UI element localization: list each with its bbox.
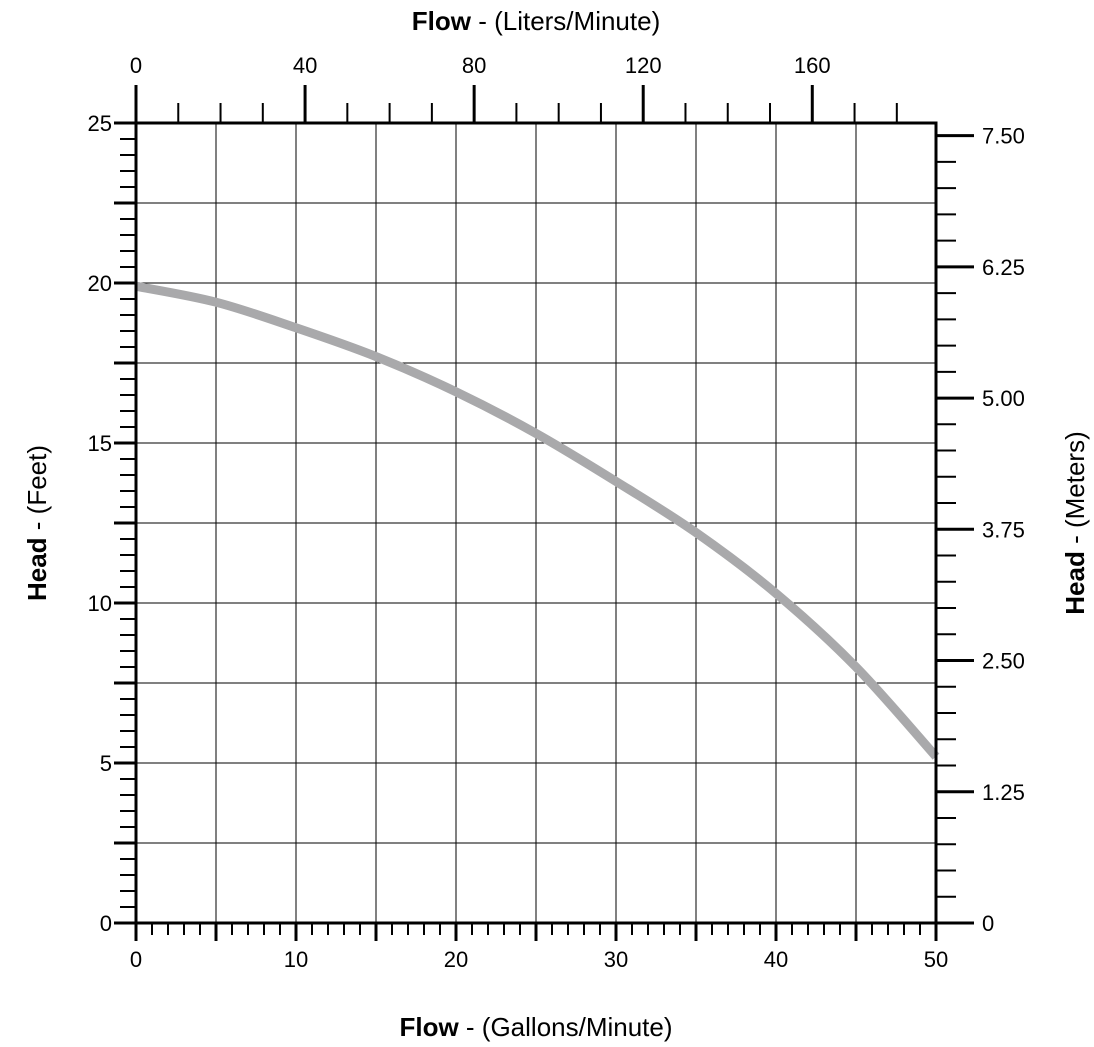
y-tick-label: 20 [88, 271, 112, 296]
x-tick-label: 0 [130, 947, 142, 972]
x-tick-label: 50 [924, 947, 948, 972]
grid-lines [136, 123, 936, 923]
series-layer [135, 281, 940, 760]
x-tick-label: 10 [284, 947, 308, 972]
y2-tick-label: 5.00 [982, 386, 1025, 411]
y-tick-label: 15 [88, 431, 112, 456]
x-tick-label: 30 [604, 947, 628, 972]
x-axis-title: Flow - (Gallons/Minute) [399, 1012, 672, 1042]
series-line [135, 281, 940, 760]
y-tick-label: 5 [100, 751, 112, 776]
x2-tick-label: 40 [293, 53, 317, 78]
y2-axis-title: Head - (Meters) [1060, 431, 1090, 614]
y2-tick-label: 0 [982, 911, 994, 936]
axis-ticks [114, 85, 974, 941]
x-tick-label: 20 [444, 947, 468, 972]
y-axis-title: Head - (Feet) [22, 445, 52, 601]
y-tick-label: 10 [88, 591, 112, 616]
x2-tick-label: 120 [625, 53, 662, 78]
y2-tick-label: 6.25 [982, 255, 1025, 280]
x2-axis-title: Flow - (Liters/Minute) [412, 6, 660, 36]
x2-tick-label: 80 [462, 53, 486, 78]
tick-labels: 0 10 20 30 40 50 0 5 10 15 20 25 0 40 80 120 160 0 1.25 2.5… [88, 53, 1025, 972]
x2-tick-label: 0 [130, 53, 142, 78]
y2-tick-label: 7.50 [982, 124, 1025, 149]
y2-tick-label: 3.75 [982, 517, 1025, 542]
y2-tick-label: 2.50 [982, 649, 1025, 674]
y-tick-label: 0 [100, 911, 112, 936]
y2-tick-label: 1.25 [982, 780, 1025, 805]
x-tick-label: 40 [764, 947, 788, 972]
plot-frame [134, 121, 938, 925]
y-tick-label: 25 [88, 111, 112, 136]
x2-tick-label: 160 [794, 53, 831, 78]
